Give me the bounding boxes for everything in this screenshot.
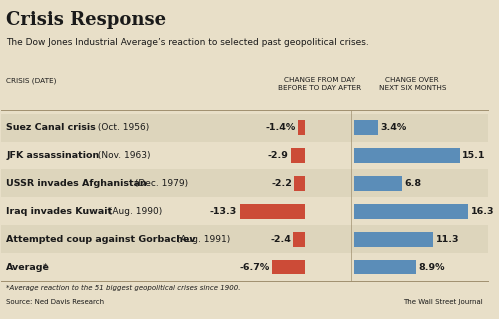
FancyBboxPatch shape bbox=[294, 176, 305, 191]
Text: -13.3: -13.3 bbox=[210, 207, 237, 216]
Text: Iraq invades Kuwait: Iraq invades Kuwait bbox=[6, 207, 112, 216]
Text: -6.7%: -6.7% bbox=[240, 263, 270, 272]
Text: Average: Average bbox=[6, 263, 50, 272]
Text: (Aug. 1991): (Aug. 1991) bbox=[174, 235, 231, 244]
Text: -1.4%: -1.4% bbox=[265, 123, 296, 132]
Text: CHANGE FROM DAY
BEFORE TO DAY AFTER: CHANGE FROM DAY BEFORE TO DAY AFTER bbox=[278, 77, 361, 91]
FancyBboxPatch shape bbox=[1, 225, 488, 253]
FancyBboxPatch shape bbox=[1, 142, 488, 169]
Text: 15.1: 15.1 bbox=[462, 151, 486, 160]
FancyBboxPatch shape bbox=[298, 120, 305, 135]
Text: USSR invades Afghanistan: USSR invades Afghanistan bbox=[6, 179, 147, 188]
Text: (Dec. 1979): (Dec. 1979) bbox=[132, 179, 188, 188]
Text: *: * bbox=[43, 263, 47, 272]
FancyBboxPatch shape bbox=[354, 260, 416, 274]
Text: JFK assassination: JFK assassination bbox=[6, 151, 99, 160]
Text: (Oct. 1956): (Oct. 1956) bbox=[95, 123, 150, 132]
Text: -2.9: -2.9 bbox=[267, 151, 288, 160]
Text: Crisis Response: Crisis Response bbox=[6, 11, 166, 29]
FancyBboxPatch shape bbox=[1, 114, 488, 142]
FancyBboxPatch shape bbox=[1, 197, 488, 225]
Text: -2.2: -2.2 bbox=[271, 179, 292, 188]
Text: The Dow Jones Industrial Average’s reaction to selected past geopolitical crises: The Dow Jones Industrial Average’s react… bbox=[6, 38, 369, 47]
FancyBboxPatch shape bbox=[354, 232, 433, 247]
FancyBboxPatch shape bbox=[293, 232, 305, 247]
Text: -2.4: -2.4 bbox=[270, 235, 291, 244]
FancyBboxPatch shape bbox=[354, 204, 468, 219]
Text: The Wall Street Journal: The Wall Street Journal bbox=[403, 299, 483, 305]
Text: *Average reaction to the 51 biggest geopolitical crises since 1900.: *Average reaction to the 51 biggest geop… bbox=[6, 285, 241, 291]
Text: Suez Canal crisis: Suez Canal crisis bbox=[6, 123, 96, 132]
Text: Attempted coup against Gorbachev: Attempted coup against Gorbachev bbox=[6, 235, 196, 244]
Text: 16.3: 16.3 bbox=[471, 207, 494, 216]
FancyBboxPatch shape bbox=[354, 176, 402, 191]
FancyBboxPatch shape bbox=[1, 169, 488, 197]
Text: 3.4%: 3.4% bbox=[380, 123, 406, 132]
FancyBboxPatch shape bbox=[354, 148, 460, 163]
FancyBboxPatch shape bbox=[354, 120, 378, 135]
Text: 11.3: 11.3 bbox=[436, 235, 459, 244]
Text: (Aug. 1990): (Aug. 1990) bbox=[106, 207, 162, 216]
Text: (Nov. 1963): (Nov. 1963) bbox=[95, 151, 151, 160]
Text: 6.8: 6.8 bbox=[404, 179, 421, 188]
Text: Source: Ned Davis Research: Source: Ned Davis Research bbox=[6, 299, 104, 305]
Text: CRISIS (DATE): CRISIS (DATE) bbox=[6, 77, 56, 84]
FancyBboxPatch shape bbox=[240, 204, 305, 219]
FancyBboxPatch shape bbox=[291, 148, 305, 163]
Text: CHANGE OVER
NEXT SIX MONTHS: CHANGE OVER NEXT SIX MONTHS bbox=[379, 77, 446, 91]
Text: 8.9%: 8.9% bbox=[419, 263, 445, 272]
FancyBboxPatch shape bbox=[272, 260, 305, 274]
FancyBboxPatch shape bbox=[1, 253, 488, 281]
